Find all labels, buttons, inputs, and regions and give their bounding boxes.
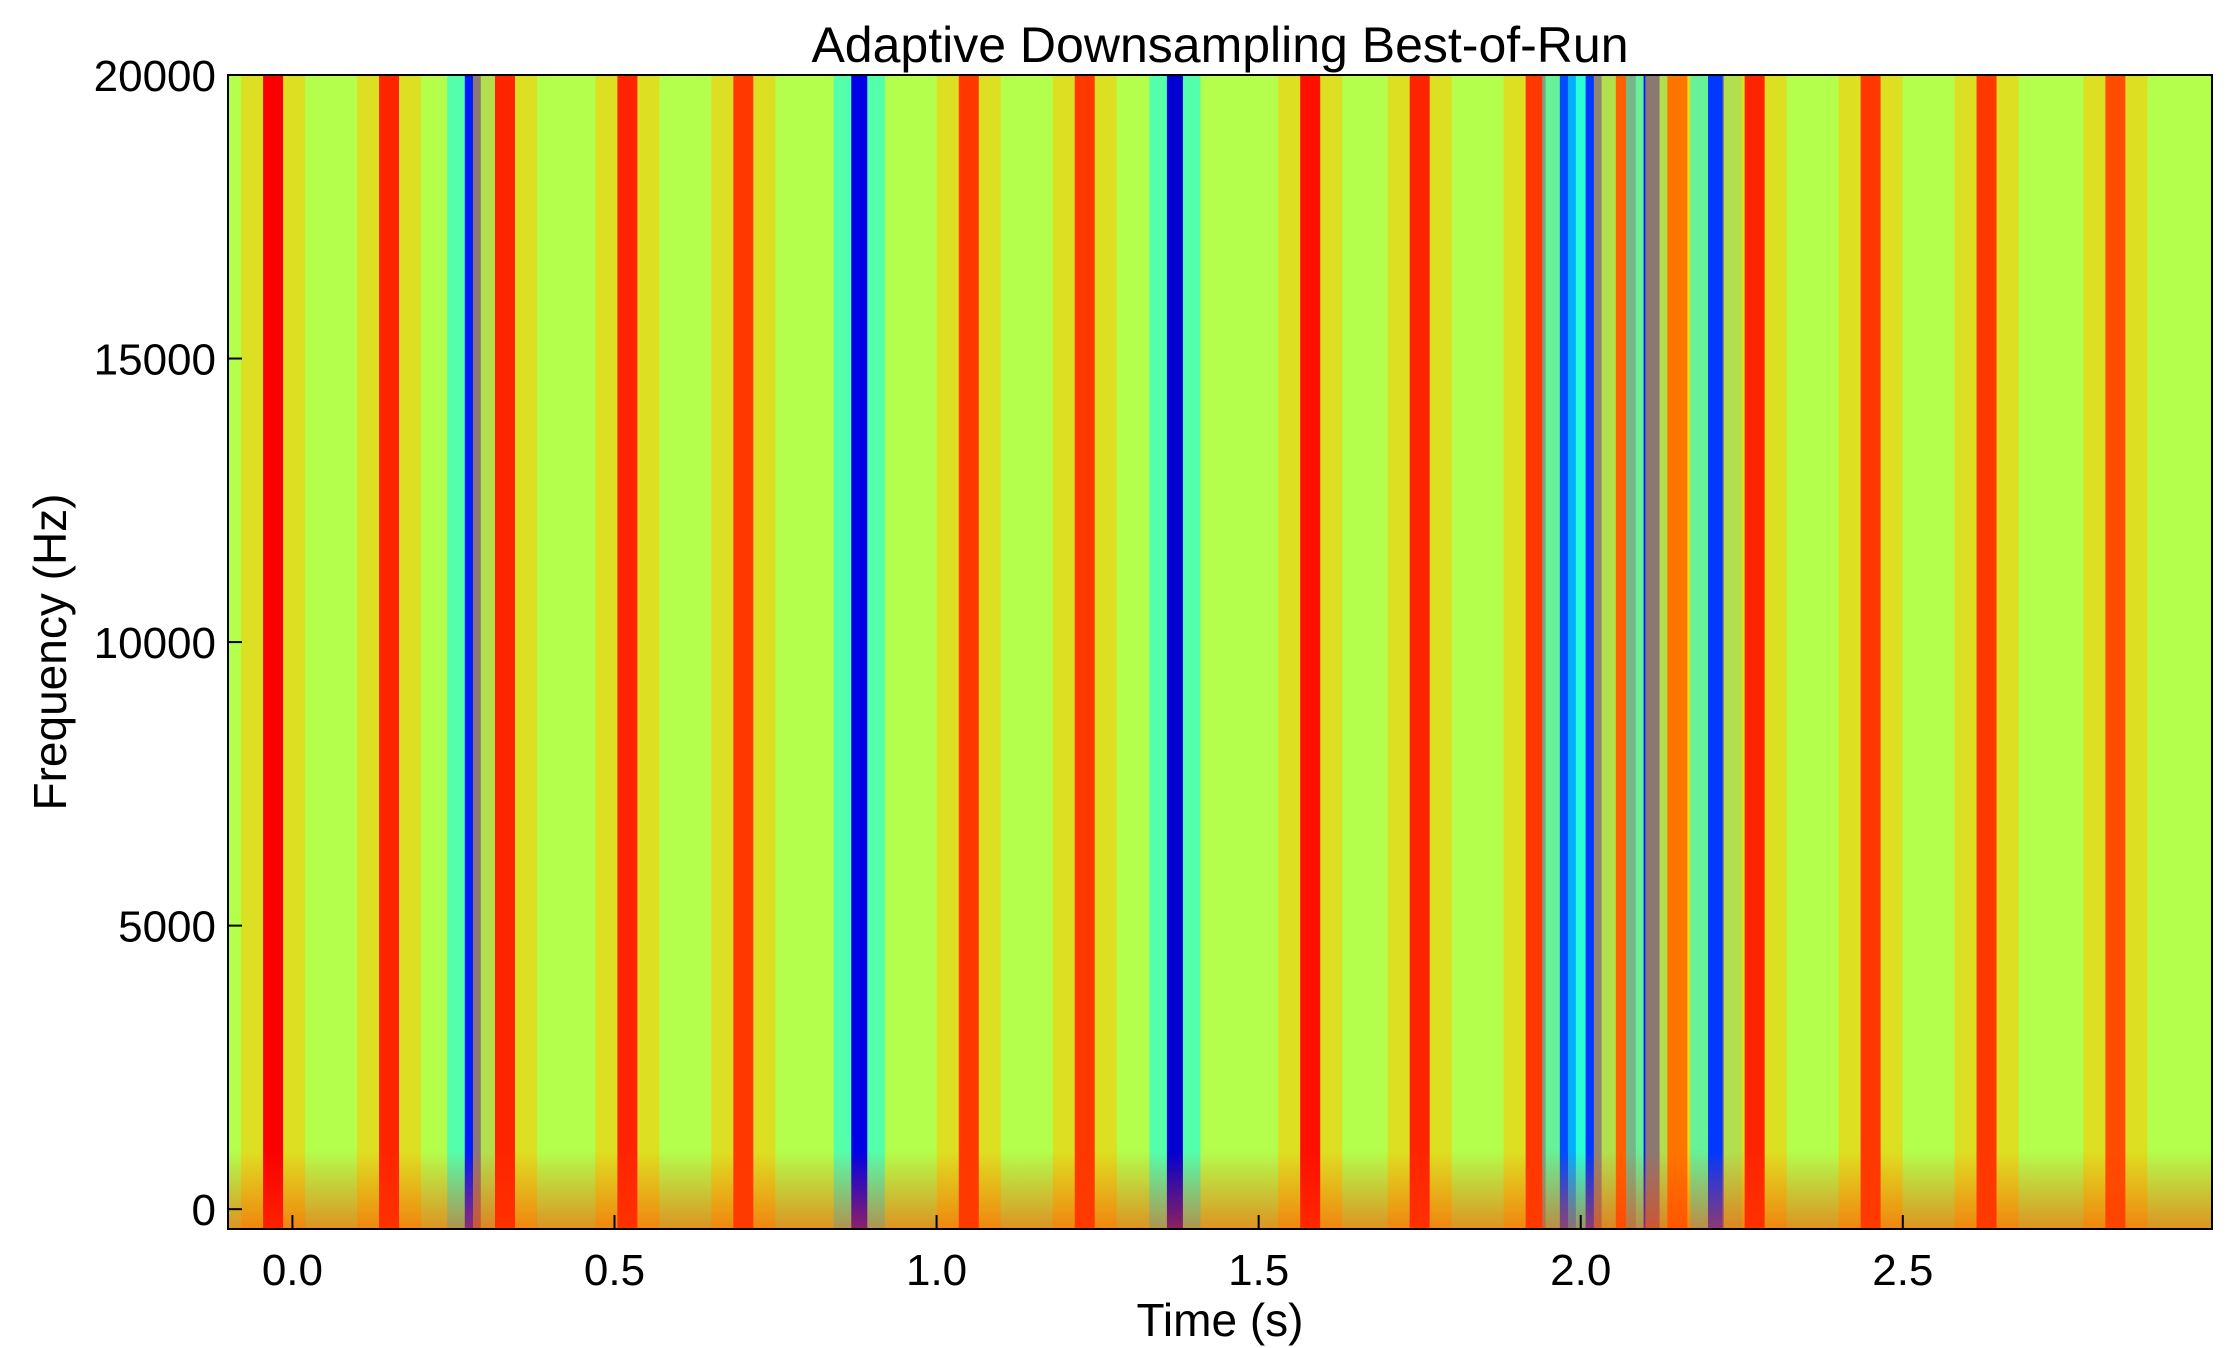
plot-frame (227, 74, 2213, 1230)
y-axis-title: Frequency (Hz) (24, 494, 76, 811)
x-tick-label-3: 1.5 (1228, 1246, 1289, 1295)
band-19 (1744, 75, 1765, 1229)
band-20 (1860, 75, 1881, 1229)
x-tick-label-1: 0.5 (584, 1246, 645, 1295)
band-17 (1667, 75, 1688, 1229)
band-1 (379, 75, 400, 1229)
band-6 (851, 75, 868, 1229)
y-axis-ticks: 0 5000 10000 15000 20000 (94, 52, 242, 1235)
band-7 (958, 75, 979, 1229)
band-4 (617, 75, 638, 1229)
chart-title: Adaptive Downsampling Best-of-Run (811, 17, 1628, 73)
y-tick-label-0: 0 (192, 1186, 216, 1235)
y-tick-label-4: 20000 (94, 52, 216, 101)
band-5 (733, 75, 754, 1229)
y-tick-label-1: 5000 (118, 903, 216, 952)
band-11 (1409, 75, 1430, 1229)
plot-area (228, 75, 2212, 1229)
x-axis-ticks: 0.0 0.5 1.0 1.5 2.0 2.5 (262, 1215, 1933, 1295)
band-18 (1708, 75, 1724, 1229)
heatmap-bands (241, 75, 2148, 1229)
x-tick-label-0: 0.0 (262, 1246, 323, 1295)
band-9 (1166, 75, 1183, 1229)
band-8 (1074, 75, 1095, 1229)
x-tick-label-4: 2.0 (1550, 1246, 1611, 1295)
x-tick-label-2: 1.0 (906, 1246, 967, 1295)
y-tick-label-3: 15000 (94, 336, 216, 385)
x-axis-title: Time (s) (1137, 1294, 1304, 1346)
x-tick-label-5: 2.5 (1872, 1246, 1933, 1295)
band-21 (1976, 75, 1997, 1229)
band-22 (2105, 75, 2126, 1229)
y-tick-label-2: 10000 (94, 619, 216, 668)
band-0 (263, 75, 284, 1229)
band-3 (494, 75, 515, 1229)
band-12 (1525, 75, 1546, 1229)
band-10 (1300, 75, 1321, 1229)
low-frequency-energy (228, 1150, 2212, 1229)
